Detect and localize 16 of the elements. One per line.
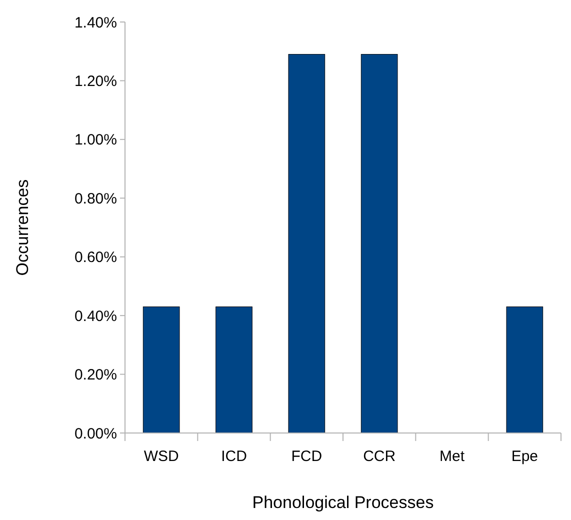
x-tick-label: ICD xyxy=(221,448,248,465)
y-axis-title: Occurrences xyxy=(13,179,32,276)
y-tick-label: 0.00% xyxy=(74,425,117,442)
x-tick-label: CCR xyxy=(363,448,396,465)
y-tick-label: 0.80% xyxy=(74,190,117,208)
y-tick-label: 1.40% xyxy=(74,14,117,32)
x-tick-label: Met xyxy=(439,448,466,465)
x-tick-label: WSD xyxy=(144,448,179,465)
x-tick-label: FCD xyxy=(291,448,322,465)
y-tick-label: 1.20% xyxy=(74,72,117,90)
x-tick-label: Epe xyxy=(511,448,538,465)
y-tick-label: 1.00% xyxy=(74,132,117,149)
y-tick-label: 0.20% xyxy=(74,366,117,384)
y-tick-label: 0.60% xyxy=(74,249,117,266)
x-axis-title: Phonological Processes xyxy=(252,493,434,512)
y-tick-label: 0.40% xyxy=(74,308,117,325)
